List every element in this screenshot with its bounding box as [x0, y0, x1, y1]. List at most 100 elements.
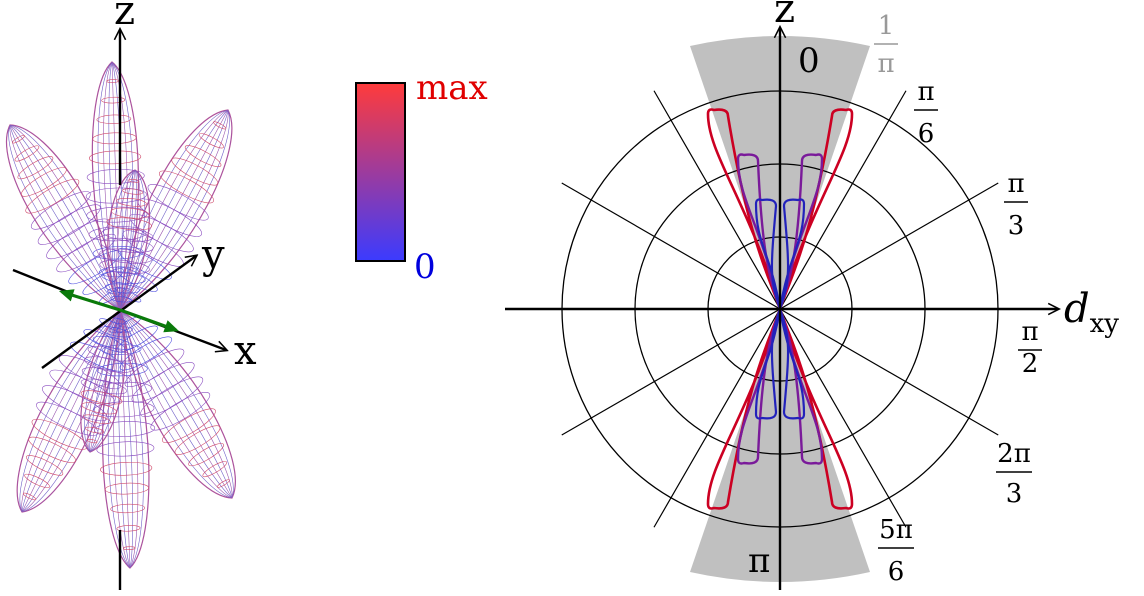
- lobe-mesh-ring: [24, 473, 50, 489]
- lobe-mesh-ring: [87, 439, 98, 444]
- polar-dxy-label: dxy: [1064, 286, 1119, 339]
- angle-label-pi-6: π 6: [914, 77, 938, 149]
- lobe-mesh-ring: [124, 348, 185, 387]
- radiation-curve: [778, 108, 854, 311]
- lobe-mesh-ring: [81, 367, 131, 384]
- angle-pi-6-num: π: [917, 77, 934, 107]
- lobe-mesh-line: [21, 309, 121, 513]
- radiation-curve: [754, 198, 782, 311]
- angle-pi-2-den: 2: [1022, 349, 1039, 379]
- lobe-mesh-ring: [119, 336, 173, 371]
- lobe-mesh-line: [119, 309, 233, 499]
- lobe-mesh-line: [21, 309, 121, 513]
- lobe-mesh-line: [9, 124, 121, 311]
- lobe-mesh-line: [89, 309, 121, 453]
- lobe-mesh-ring: [99, 326, 132, 338]
- lobe-mesh-line: [119, 309, 131, 569]
- lobe-mesh-ring: [158, 170, 214, 204]
- lobe-mesh-ring: [188, 443, 225, 467]
- lobe-mesh-line: [9, 124, 121, 311]
- lobe-mesh-ring: [93, 401, 155, 418]
- axis-label-x-3d: x: [234, 328, 257, 374]
- lobe-mesh-line: [9, 124, 121, 311]
- lobe-mesh-line: [89, 309, 121, 453]
- lobe-mesh-ring: [116, 525, 141, 532]
- lobe-mesh-ring: [92, 132, 137, 145]
- lobe-mesh-ring: [217, 479, 230, 488]
- lobe-3d: [115, 308, 236, 499]
- angle-pi-2-num: π: [1021, 317, 1038, 347]
- lobe-mesh-ring: [30, 191, 91, 230]
- colorbar-max-label: max: [416, 68, 488, 108]
- lobe-3d: [99, 169, 154, 312]
- lobe-mesh-ring: [25, 455, 64, 476]
- lobe-mesh-ring: [184, 145, 222, 168]
- lobe-3d: [80, 308, 134, 453]
- lobe-mesh-line: [119, 309, 233, 499]
- lobe-mesh-line: [21, 309, 121, 513]
- angle-label-5pi-6: 5π 6: [878, 515, 914, 587]
- lobe-mesh-line: [119, 169, 141, 311]
- lobe-mesh-ring: [118, 247, 172, 280]
- lobe-mesh-line: [119, 309, 233, 499]
- angle-2pi-3-den: 3: [1006, 479, 1023, 509]
- angle-pi-3-num: π: [1007, 169, 1024, 199]
- x-axis-back: [12, 268, 69, 294]
- polar-plot: [505, 28, 1058, 590]
- lobe-mesh-ring: [162, 408, 216, 443]
- lobe-mesh-line: [119, 109, 230, 311]
- y-axis: [41, 256, 196, 369]
- lobe-mesh-ring: [102, 227, 154, 242]
- lobe-mesh-ring: [81, 402, 117, 415]
- angle-label-pi-2: π 2: [1018, 317, 1042, 379]
- lobe-mesh-line: [108, 61, 121, 311]
- lobe-mesh-ring: [84, 356, 133, 373]
- lobe-3d: [16, 308, 127, 513]
- lobe-mesh-ring: [37, 204, 101, 245]
- lobe-mesh-ring: [123, 546, 136, 550]
- angle-pi-3-den: 3: [1008, 211, 1025, 241]
- radiation-curve: [778, 307, 854, 510]
- lobe-mesh-ring: [25, 178, 80, 214]
- lobe-mesh-ring: [171, 157, 219, 186]
- lobe-mesh-ring: [96, 114, 132, 124]
- lobe-mesh-ring: [22, 492, 37, 501]
- lobe-mesh-ring: [110, 503, 146, 514]
- lobe-mesh-ring: [116, 325, 158, 353]
- sector-label-numerator: 1: [878, 11, 895, 41]
- lobe-mesh-line: [89, 309, 121, 453]
- lobe-mesh-line: [8, 124, 121, 311]
- lobe-mesh-ring: [46, 218, 110, 260]
- lobe-mesh-line: [19, 309, 121, 513]
- lobe-mesh-ring: [147, 184, 209, 221]
- lobe-mesh-ring: [87, 345, 134, 362]
- lobe-mesh-line: [119, 309, 234, 499]
- dxy-main: d: [1064, 286, 1090, 332]
- lobe-mesh-line: [92, 61, 121, 311]
- angle-label-zero: 0: [798, 41, 820, 81]
- lobe-mesh-ring: [202, 461, 228, 478]
- lobe-mesh-line: [9, 124, 121, 311]
- radiation-curve: [778, 307, 806, 420]
- angle-label-pi: π: [748, 541, 770, 581]
- axes-3d: [12, 30, 226, 590]
- lobe-mesh-ring: [36, 401, 99, 436]
- lobe-mesh-ring: [99, 259, 150, 274]
- lobe-mesh-ring: [85, 426, 105, 434]
- lobe-mesh-ring: [128, 178, 140, 183]
- lobe-mesh-line: [21, 309, 121, 513]
- polar-z-label: z: [774, 0, 795, 32]
- axis-label-z-3d: z: [114, 0, 135, 34]
- lobe-mesh-ring: [21, 167, 67, 197]
- lobe-mesh-line: [111, 61, 121, 311]
- lobe-mesh-line: [21, 309, 121, 513]
- lobe-3d: [5, 124, 125, 312]
- lobe-mesh-ring: [101, 96, 126, 104]
- lobe-mesh-line: [9, 124, 121, 311]
- lobe-mesh-ring: [213, 121, 227, 130]
- lobe-mesh-line: [21, 309, 121, 513]
- lobe-mesh-ring: [140, 376, 204, 417]
- angle-5pi-6-den: 6: [888, 557, 905, 587]
- lobe-mesh-ring: [104, 482, 150, 495]
- radiation-curves: [706, 108, 854, 510]
